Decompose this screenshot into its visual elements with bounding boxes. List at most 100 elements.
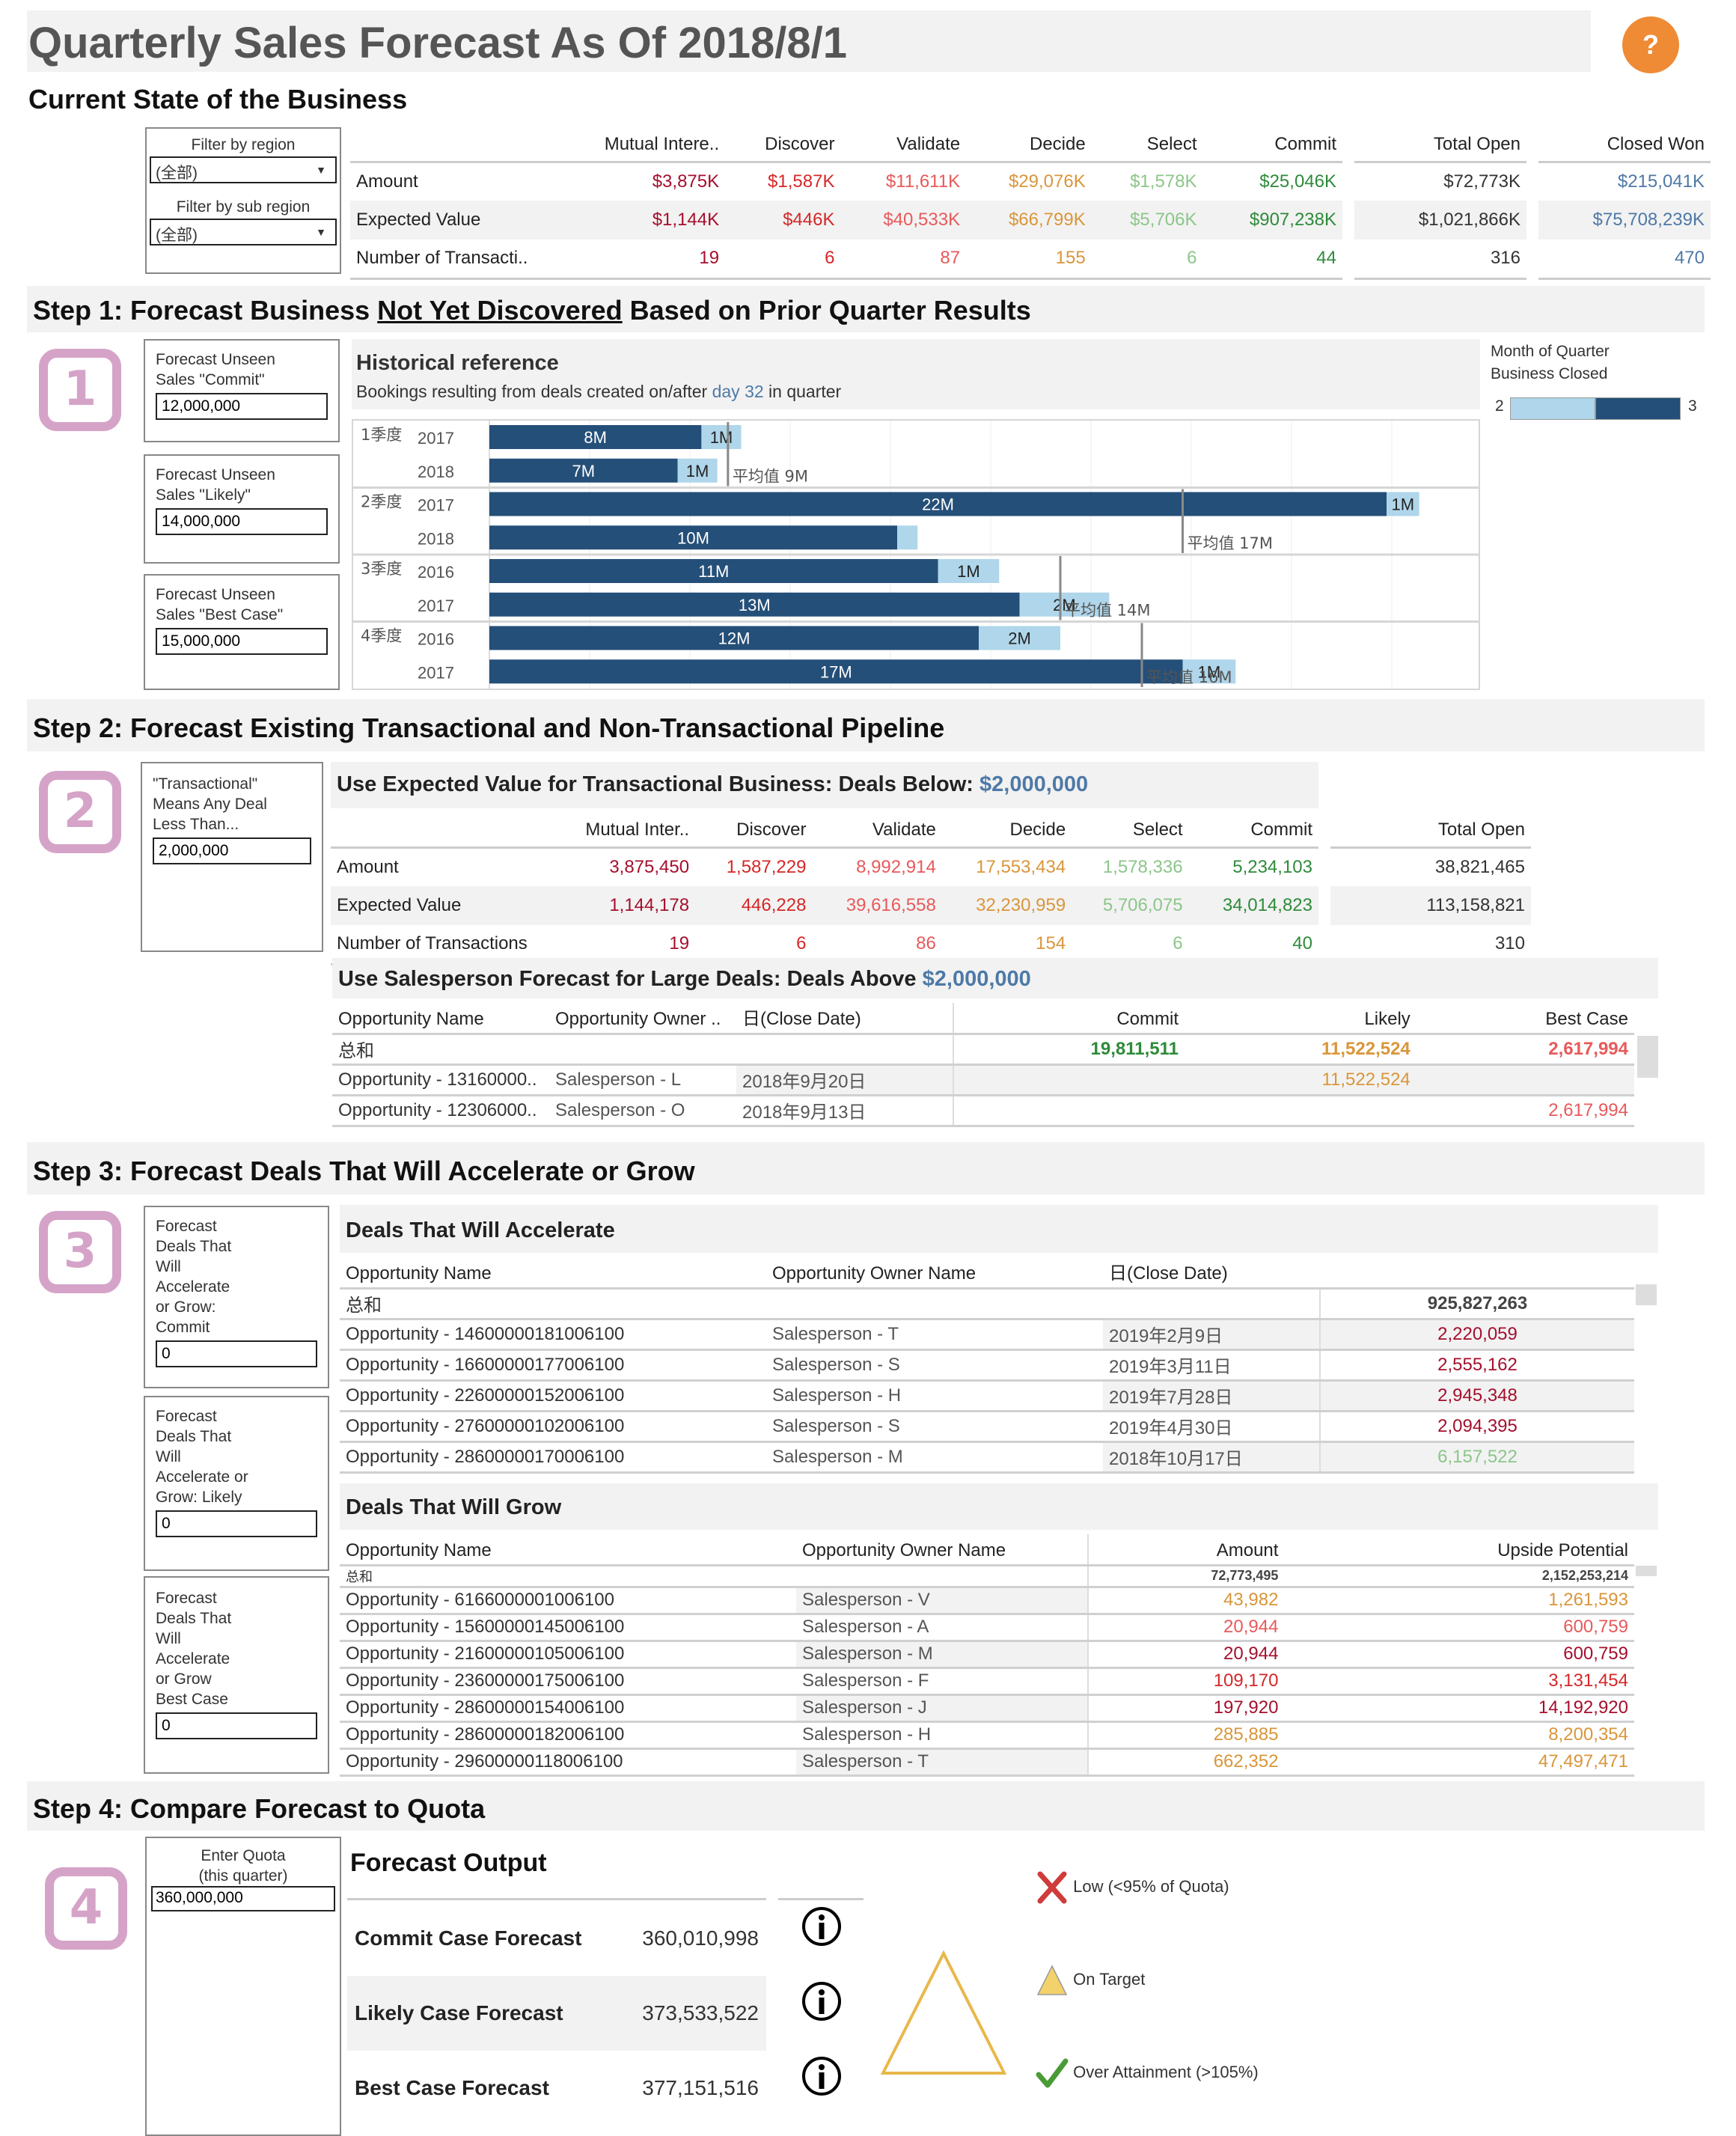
year-label: 2017 [418,496,454,515]
col-header: Opportunity Name [332,1003,549,1035]
legend-swatch-month3 [1595,397,1681,420]
accelerate-commit-label: Forecast Deals That Will Accelerate or G… [156,1218,232,1336]
bar-label-month3: 17M [820,662,852,681]
col-header: Validate [812,808,942,849]
bar-month2 [979,626,1060,650]
chart-title: Historical reference [356,351,559,375]
col-header: Opportunity Owner .. [549,1003,736,1035]
col-header: Amount [1088,1534,1285,1566]
help-button[interactable]: ? [1622,16,1679,73]
quota-panel: Enter Quota (this quarter) 360,000,000 [145,1837,341,2136]
transactional-total-table: Total Open 38,821,465 113,158,821 310 [1330,808,1531,965]
col-header: Closed Won [1538,123,1711,163]
legend-max-label: 3 [1688,397,1697,415]
col-header: Total Open [1330,808,1531,849]
commit-input[interactable]: 12,000,000 [156,393,328,420]
legend-low: Low (<95% of Quota) [1036,1871,1229,1904]
likely-input-panel: Forecast Unseen Sales "Likely" 14,000,00… [144,454,340,564]
table-row: Amount $3,875K $1,587K $11,611K $29,076K… [356,171,1336,192]
region-filter-select[interactable]: (全部) ▼ [150,156,337,183]
bar-month2 [701,425,742,449]
chart-legend: Month of Quarter Business Closed 2 3 [1491,341,1697,424]
year-label: 2017 [418,663,454,682]
bar-label-month2: 1M [686,462,709,480]
bar-month3 [489,559,938,583]
legend-swatch-month2 [1510,397,1595,420]
table-row: Opportunity - 16600000177006100 Salespers… [340,1349,1634,1382]
bar-label-month3: 12M [718,629,751,648]
accelerate-likely-input[interactable]: 0 [156,1510,317,1537]
step4-heading: Step 4: Compare Forecast to Quota [27,1781,1705,1831]
bar-month2 [1182,659,1236,684]
col-header: Commit [1202,123,1342,163]
grow-table: Opportunity Name Opportunity Owner Name … [340,1534,1634,1777]
accelerate-table: Opportunity Name Opportunity Owner Name … [340,1257,1634,1474]
likely-input-label: Forecast Unseen Sales "Likely" [156,466,275,504]
bar-label-month3: 13M [739,596,771,614]
page-title: Quarterly Sales Forecast As Of 2018/8/1 [27,10,1591,72]
closed-won-table: Closed Won $215,041K $75,708,239K 470 [1538,123,1711,280]
accelerate-commit-input[interactable]: 0 [156,1340,317,1367]
average-label: 平均值 16M [1146,668,1232,686]
bar-month3 [489,525,897,550]
quota-input[interactable]: 360,000,000 [151,1886,335,1911]
table-row: Opportunity - 27600000102006100 Salespers… [340,1411,1634,1443]
total-open-table: Total Open $72,773K $1,021,866K 316 [1354,123,1526,280]
table-row: Opportunity - 28600000170006100 Salespers… [340,1441,1634,1474]
bar-month2 [1387,492,1419,516]
average-label: 平均值 9M [733,468,808,486]
year-label: 2018 [418,463,454,481]
table-row: Opportunity - 23600000175006100 Salespers… [340,1667,1634,1696]
chevron-down-icon: ▼ [316,226,326,238]
col-header [1320,1257,1634,1290]
table-row: 总和 72,773,495 2,152,253,214 [340,1565,1634,1588]
accelerate-scrollbar[interactable] [1636,1284,1657,1305]
accelerate-best-input[interactable]: 0 [156,1712,317,1739]
bar-month3 [489,492,1387,516]
table-row: Amount 3,875,450 1,587,229 8,992,914 17,… [337,856,1312,877]
region-filter-value: (全部) [156,165,198,182]
grow-scrollbar[interactable] [1636,1566,1657,1576]
quarter-label: 2季度 [361,493,402,511]
info-icon[interactable] [801,2055,843,2097]
on-target-status-triangle-icon [880,1950,1007,2075]
quarter-label: 3季度 [361,560,402,578]
accelerate-likely-label: Forecast Deals That Will Accelerate or G… [156,1408,248,1506]
col-header: 日(Close Date) [736,1003,954,1035]
col-header: Decide [966,123,1092,163]
chevron-down-icon: ▼ [316,164,326,176]
step2-badge: 2 [39,771,121,853]
accelerate-best-panel: Forecast Deals That Will Accelerate or G… [144,1576,329,1774]
table-row: Expected Value 1,144,178 446,228 39,616,… [331,886,1318,925]
table-row: Opportunity - 28600000182006100 Salespers… [340,1721,1634,1750]
best-case-input[interactable]: 15,000,000 [156,628,328,655]
col-header: Commit [953,1003,1185,1035]
current-state-heading: Current State of the Business [28,84,408,115]
step3-badge: 3 [39,1211,121,1293]
likely-input[interactable]: 14,000,000 [156,508,328,535]
table-row: Opportunity - 12306000.. Salesperson - O… [332,1095,1634,1127]
bar-month3 [489,659,1183,684]
large-deals-title: Use Salesperson Forecast for Large Deals… [332,958,1658,998]
col-header: Mutual Intere.. [546,123,726,163]
accelerate-best-label: Forecast Deals That Will Accelerate or G… [156,1590,232,1708]
transactional-threshold-input[interactable]: 2,000,000 [153,837,311,864]
year-label: 2018 [418,529,454,548]
large-deals-scrollbar[interactable] [1637,1036,1658,1078]
historical-bar-chart: 1季度 2017 8M 1M 2018 7M 1M 平均值 9M 2季度 2017 22M 1M 201… [352,419,1480,690]
filter-region-label: Filter by region [191,136,296,153]
quota-label: Enter Quota (this quarter) [198,1847,288,1885]
bar-label-month2: 2M [1053,596,1076,614]
col-header: Opportunity Owner Name [766,1257,1103,1290]
step3-heading: Step 3: Forecast Deals That Will Acceler… [27,1142,1705,1194]
subregion-filter-select[interactable]: (全部) ▼ [150,219,337,245]
info-icon[interactable] [801,1980,843,2022]
info-icon[interactable] [801,1905,843,1947]
table-row: Opportunity - 15600000145006100 Salespers… [340,1614,1634,1642]
year-label: 2016 [418,563,454,582]
table-row: Opportunity - 29600000118006100 Salespers… [340,1748,1634,1777]
step1-badge: 1 [39,349,121,431]
accelerate-title: Deals That Will Accelerate [340,1205,1658,1253]
commit-input-panel: Forecast Unseen Sales "Commit" 12,000,00… [144,339,340,442]
bar-month3 [489,425,702,449]
